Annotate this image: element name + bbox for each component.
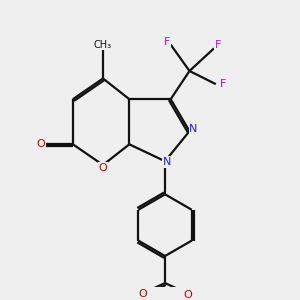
Text: F: F [214, 40, 221, 50]
Text: F: F [220, 79, 226, 89]
Text: N: N [163, 157, 171, 167]
Text: F: F [164, 37, 170, 46]
Text: O: O [99, 163, 107, 172]
Text: N: N [189, 124, 197, 134]
Text: O: O [138, 290, 147, 299]
Text: CH₃: CH₃ [94, 40, 112, 50]
Text: O: O [183, 290, 192, 300]
Text: O: O [37, 139, 45, 149]
